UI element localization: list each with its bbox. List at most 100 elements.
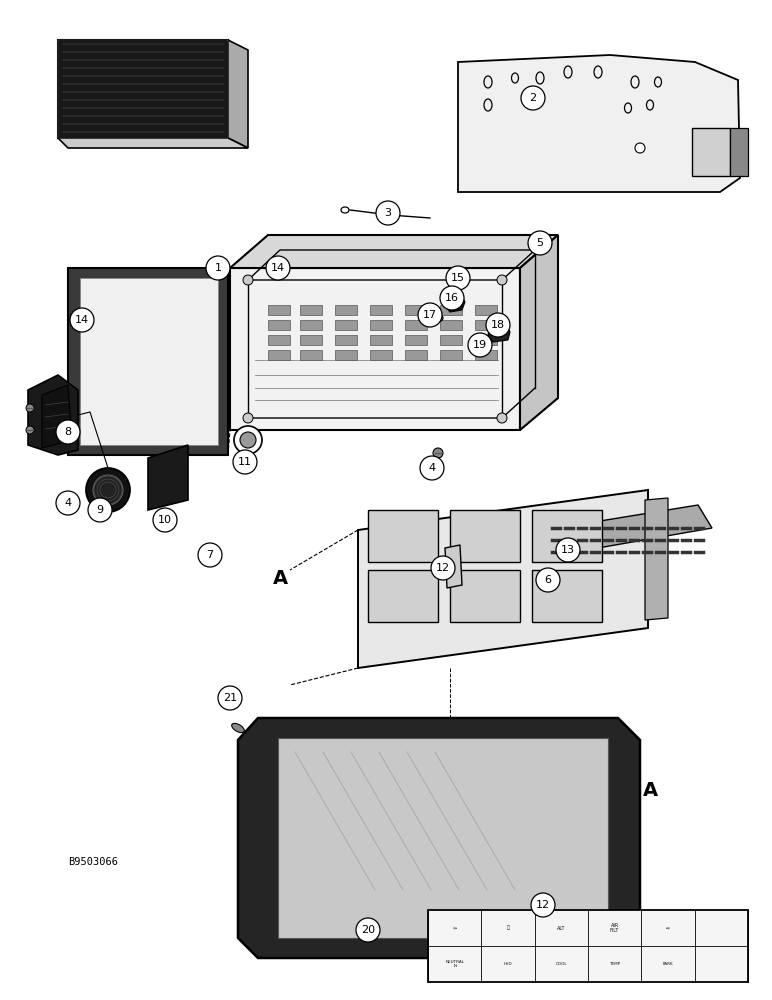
Polygon shape bbox=[238, 718, 640, 958]
Polygon shape bbox=[300, 335, 322, 345]
Text: 6: 6 bbox=[544, 575, 551, 585]
Circle shape bbox=[536, 568, 560, 592]
Circle shape bbox=[70, 308, 94, 332]
Polygon shape bbox=[368, 510, 438, 562]
Text: 2: 2 bbox=[530, 93, 537, 103]
Polygon shape bbox=[268, 335, 290, 345]
Text: 18: 18 bbox=[491, 320, 505, 330]
Polygon shape bbox=[58, 40, 228, 138]
Polygon shape bbox=[440, 320, 462, 330]
Text: 17: 17 bbox=[423, 310, 437, 320]
Circle shape bbox=[266, 256, 290, 280]
Circle shape bbox=[56, 420, 80, 444]
Circle shape bbox=[206, 256, 230, 280]
Polygon shape bbox=[692, 128, 730, 176]
Text: HYD: HYD bbox=[503, 962, 513, 966]
Circle shape bbox=[521, 86, 545, 110]
Polygon shape bbox=[520, 235, 558, 430]
Polygon shape bbox=[475, 335, 497, 345]
Text: 16: 16 bbox=[445, 293, 459, 303]
Circle shape bbox=[431, 556, 455, 580]
Circle shape bbox=[535, 243, 545, 253]
Circle shape bbox=[468, 333, 492, 357]
Text: ⇦: ⇦ bbox=[452, 926, 457, 930]
Text: 12: 12 bbox=[536, 900, 550, 910]
Ellipse shape bbox=[341, 207, 349, 213]
Polygon shape bbox=[405, 335, 427, 345]
Text: A: A bbox=[642, 780, 658, 800]
Polygon shape bbox=[532, 570, 602, 622]
Polygon shape bbox=[440, 350, 462, 360]
Circle shape bbox=[26, 404, 34, 412]
Circle shape bbox=[153, 508, 177, 532]
Polygon shape bbox=[445, 545, 462, 588]
Polygon shape bbox=[475, 320, 497, 330]
Circle shape bbox=[635, 143, 645, 153]
Polygon shape bbox=[300, 305, 322, 315]
Text: 10: 10 bbox=[158, 515, 172, 525]
Polygon shape bbox=[545, 545, 560, 603]
Circle shape bbox=[56, 491, 80, 515]
Text: 15: 15 bbox=[451, 273, 465, 283]
Ellipse shape bbox=[471, 344, 489, 353]
Polygon shape bbox=[370, 350, 392, 360]
Polygon shape bbox=[475, 305, 497, 315]
Text: ⇨: ⇨ bbox=[666, 926, 670, 930]
Text: NEUTRAL
N: NEUTRAL N bbox=[445, 960, 464, 968]
Text: 12: 12 bbox=[436, 563, 450, 573]
Text: 3: 3 bbox=[384, 208, 391, 218]
Polygon shape bbox=[458, 55, 740, 192]
Polygon shape bbox=[405, 350, 427, 360]
Polygon shape bbox=[450, 570, 520, 622]
Polygon shape bbox=[230, 268, 520, 430]
Ellipse shape bbox=[427, 314, 443, 322]
Polygon shape bbox=[405, 305, 427, 315]
Polygon shape bbox=[268, 350, 290, 360]
Circle shape bbox=[486, 313, 510, 337]
Circle shape bbox=[418, 303, 442, 327]
Polygon shape bbox=[278, 738, 608, 938]
Text: TEMP: TEMP bbox=[609, 962, 620, 966]
Polygon shape bbox=[450, 510, 520, 562]
Polygon shape bbox=[58, 138, 248, 148]
Polygon shape bbox=[370, 335, 392, 345]
Circle shape bbox=[497, 275, 507, 285]
Circle shape bbox=[531, 893, 555, 917]
Circle shape bbox=[528, 231, 552, 255]
Circle shape bbox=[497, 413, 507, 423]
Polygon shape bbox=[730, 128, 748, 176]
Circle shape bbox=[420, 456, 444, 480]
Polygon shape bbox=[335, 320, 357, 330]
Circle shape bbox=[198, 543, 222, 567]
Circle shape bbox=[243, 275, 253, 285]
Circle shape bbox=[433, 448, 443, 458]
Polygon shape bbox=[230, 235, 558, 268]
Text: 14: 14 bbox=[75, 315, 89, 325]
Polygon shape bbox=[532, 510, 602, 562]
Polygon shape bbox=[488, 322, 510, 342]
Text: 🛢: 🛢 bbox=[506, 926, 510, 930]
Ellipse shape bbox=[232, 723, 244, 733]
Polygon shape bbox=[335, 335, 357, 345]
Polygon shape bbox=[358, 490, 648, 668]
Text: PARK: PARK bbox=[662, 962, 673, 966]
Polygon shape bbox=[80, 278, 218, 445]
Text: ALT: ALT bbox=[557, 926, 566, 930]
Text: 9: 9 bbox=[96, 505, 103, 515]
Polygon shape bbox=[368, 570, 438, 622]
Polygon shape bbox=[428, 910, 748, 982]
Polygon shape bbox=[545, 505, 712, 555]
Polygon shape bbox=[68, 268, 228, 455]
Circle shape bbox=[88, 498, 112, 522]
Circle shape bbox=[243, 413, 253, 423]
Text: 14: 14 bbox=[271, 263, 285, 273]
Polygon shape bbox=[370, 320, 392, 330]
Polygon shape bbox=[645, 498, 668, 620]
Circle shape bbox=[556, 538, 580, 562]
Polygon shape bbox=[148, 445, 188, 510]
Polygon shape bbox=[370, 305, 392, 315]
Polygon shape bbox=[228, 40, 248, 148]
Polygon shape bbox=[440, 305, 462, 315]
Polygon shape bbox=[42, 385, 72, 448]
Text: 1: 1 bbox=[215, 263, 222, 273]
